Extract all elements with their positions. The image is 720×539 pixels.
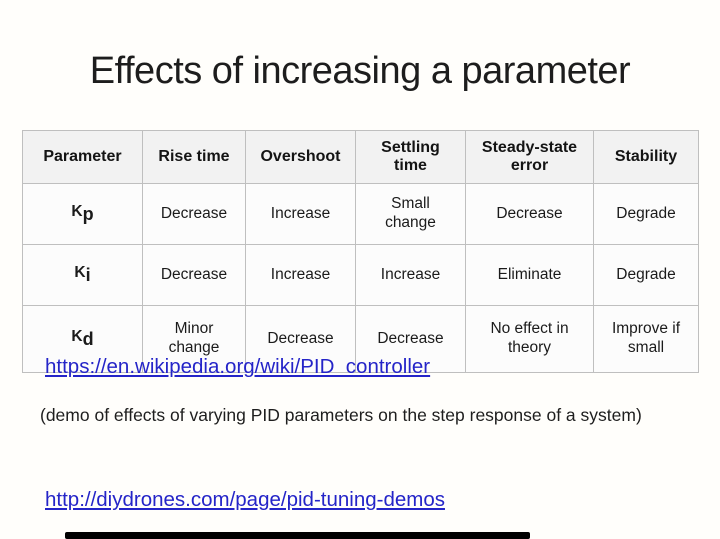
cell-ki-steady-state-error: Eliminate <box>465 244 594 306</box>
parameter-ki: Ki <box>22 244 143 306</box>
cell-ki-overshoot: Increase <box>245 244 356 306</box>
col-header-stability: Stability <box>593 130 699 184</box>
page-title: Effects of increasing a parameter <box>89 50 631 92</box>
table-row-ki: Ki Decrease Increase Increase Eliminate … <box>22 244 699 306</box>
wikipedia-pid-link[interactable]: https://en.wikipedia.org/wiki/PID_contro… <box>45 355 431 378</box>
param-symbol: K <box>71 327 83 345</box>
cell-kd-overshoot: Decrease <box>245 305 356 373</box>
table-row-kd: Kd Minor change Decrease Decrease No eff… <box>22 305 699 373</box>
param-symbol: K <box>71 202 83 220</box>
parameter-kd: Kd <box>22 305 143 373</box>
cell-ki-rise-time: Decrease <box>142 244 246 306</box>
cell-ki-stability: Degrade <box>593 244 699 306</box>
cell-kp-steady-state-error: Decrease <box>465 183 594 245</box>
col-header-parameter: Parameter <box>22 130 143 184</box>
cell-kd-steady-state-error: No effect in theory <box>465 305 594 373</box>
diydrones-pid-tuning-link[interactable]: http://diydrones.com/page/pid-tuning-dem… <box>45 488 445 511</box>
param-subscript: i <box>85 264 91 285</box>
cell-kp-overshoot: Increase <box>245 183 356 245</box>
video-progress-bar <box>65 532 530 539</box>
col-header-steady-state-error: Steady-state error <box>465 130 594 184</box>
pid-effects-table: Parameter Rise time Overshoot Settling t… <box>22 130 699 373</box>
parameter-kp: Kp <box>22 183 143 245</box>
cell-ki-settling-time: Increase <box>355 244 466 306</box>
param-symbol: K <box>74 263 86 281</box>
table-header-row: Parameter Rise time Overshoot Settling t… <box>22 130 699 184</box>
table-row-kp: Kp Decrease Increase Small change Decrea… <box>22 183 699 245</box>
cell-kp-settling-time: Small change <box>355 183 466 245</box>
cell-kd-stability: Improve if small <box>593 305 699 373</box>
cell-kp-stability: Degrade <box>593 183 699 245</box>
cell-kp-rise-time: Decrease <box>142 183 246 245</box>
demo-note-text: (demo of effects of varying PID paramete… <box>40 405 642 425</box>
param-subscript: d <box>82 328 94 349</box>
col-header-settling-time: Settling time <box>355 130 466 184</box>
col-header-overshoot: Overshoot <box>245 130 356 184</box>
cell-kd-settling-time: Decrease <box>355 305 466 373</box>
col-header-rise-time: Rise time <box>142 130 246 184</box>
cell-kd-rise-time: Minor change <box>142 305 246 373</box>
param-subscript: p <box>82 203 94 224</box>
